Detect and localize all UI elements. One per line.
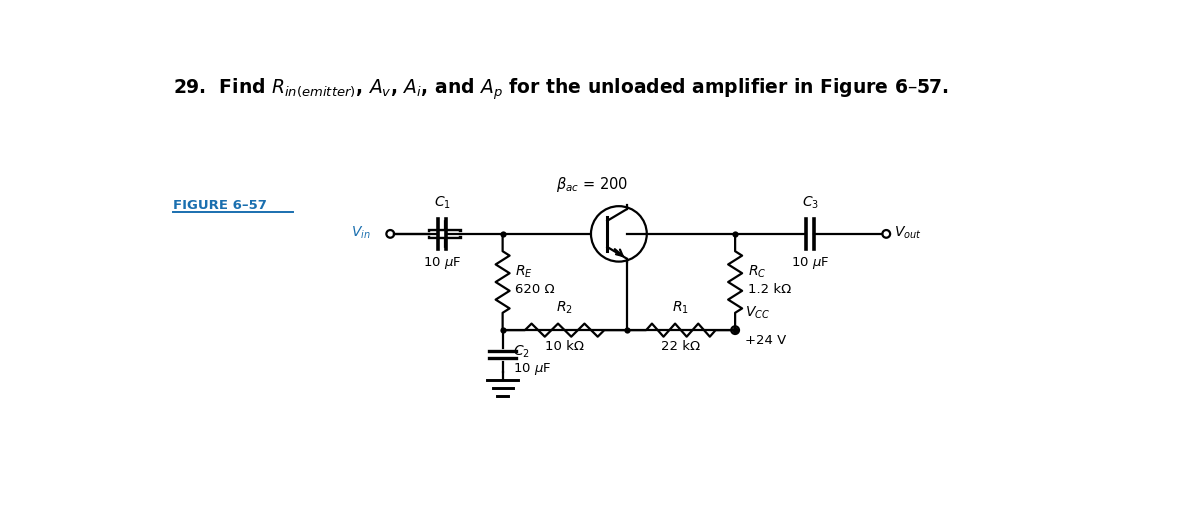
Text: 10 kΩ: 10 kΩ bbox=[545, 340, 584, 353]
Text: $\beta_{ac}$ = 200: $\beta_{ac}$ = 200 bbox=[556, 175, 628, 194]
Text: $V_{CC}$: $V_{CC}$ bbox=[745, 304, 770, 321]
Text: $R_E$: $R_E$ bbox=[515, 264, 533, 280]
Text: $R_1$: $R_1$ bbox=[672, 299, 689, 315]
Text: $C_1$: $C_1$ bbox=[433, 194, 451, 211]
Text: $R_2$: $R_2$ bbox=[556, 299, 574, 315]
Text: +24 V: +24 V bbox=[745, 334, 786, 347]
Text: 620 Ω: 620 Ω bbox=[515, 283, 554, 296]
Text: 10 $\mu$F: 10 $\mu$F bbox=[514, 361, 552, 376]
Text: 10 $\mu$F: 10 $\mu$F bbox=[424, 255, 461, 271]
Text: 10 $\mu$F: 10 $\mu$F bbox=[791, 255, 829, 271]
Text: 29.  Find $R_{in(emitter)}$, $A_v$, $A_i$, and $A_p$ for the unloaded amplifier : 29. Find $R_{in(emitter)}$, $A_v$, $A_i$… bbox=[173, 76, 949, 101]
Text: FIGURE 6–57: FIGURE 6–57 bbox=[173, 199, 268, 212]
Text: $C_3$: $C_3$ bbox=[802, 194, 818, 211]
Text: 22 kΩ: 22 kΩ bbox=[661, 340, 701, 353]
Text: $V_{in}$: $V_{in}$ bbox=[352, 224, 371, 241]
Text: $V_{out}$: $V_{out}$ bbox=[894, 224, 922, 241]
Text: 1.2 kΩ: 1.2 kΩ bbox=[748, 283, 791, 296]
Text: $C_2$: $C_2$ bbox=[514, 344, 530, 360]
Text: $R_C$: $R_C$ bbox=[748, 264, 766, 280]
